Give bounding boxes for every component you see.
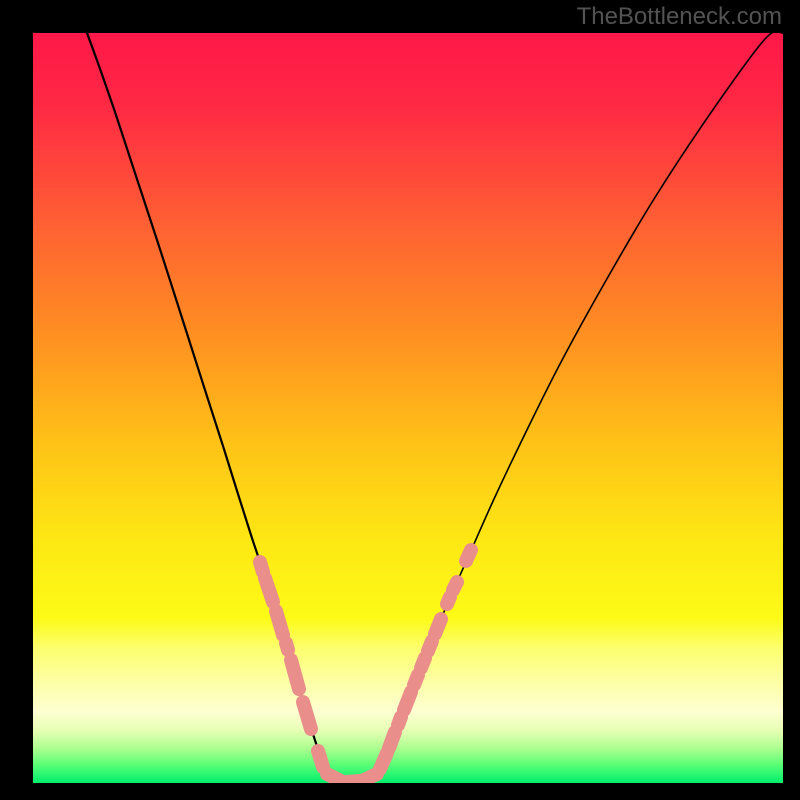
highlight-dash: [466, 550, 471, 561]
bottleneck-curve-left: [87, 33, 341, 781]
highlight-dash: [364, 774, 377, 780]
highlight-dash: [380, 753, 387, 769]
highlight-dash: [318, 751, 323, 767]
highlight-dash: [286, 643, 288, 650]
curve-layer: [0, 0, 800, 800]
highlight-dash: [414, 675, 418, 685]
highlight-dash: [404, 692, 411, 710]
bottleneck-curve-right: [341, 31, 783, 781]
highlight-dash: [389, 732, 395, 748]
highlight-dash: [260, 562, 263, 572]
highlight-dash: [265, 578, 273, 602]
highlight-dash: [421, 658, 425, 668]
chart-container: { "canvas": { "width": 800, "height": 80…: [0, 0, 800, 800]
watermark-text: TheBottleneck.com: [577, 3, 782, 31]
highlight-dash: [398, 717, 401, 725]
highlight-dash: [447, 597, 450, 604]
highlight-dash: [291, 660, 299, 689]
highlight-dash: [428, 641, 432, 651]
highlight-dash: [327, 774, 341, 781]
highlight-dashes: [260, 550, 471, 782]
highlight-dash: [453, 582, 457, 590]
highlight-dash: [303, 702, 311, 729]
highlight-dash: [435, 619, 441, 634]
highlight-dash: [276, 611, 283, 635]
